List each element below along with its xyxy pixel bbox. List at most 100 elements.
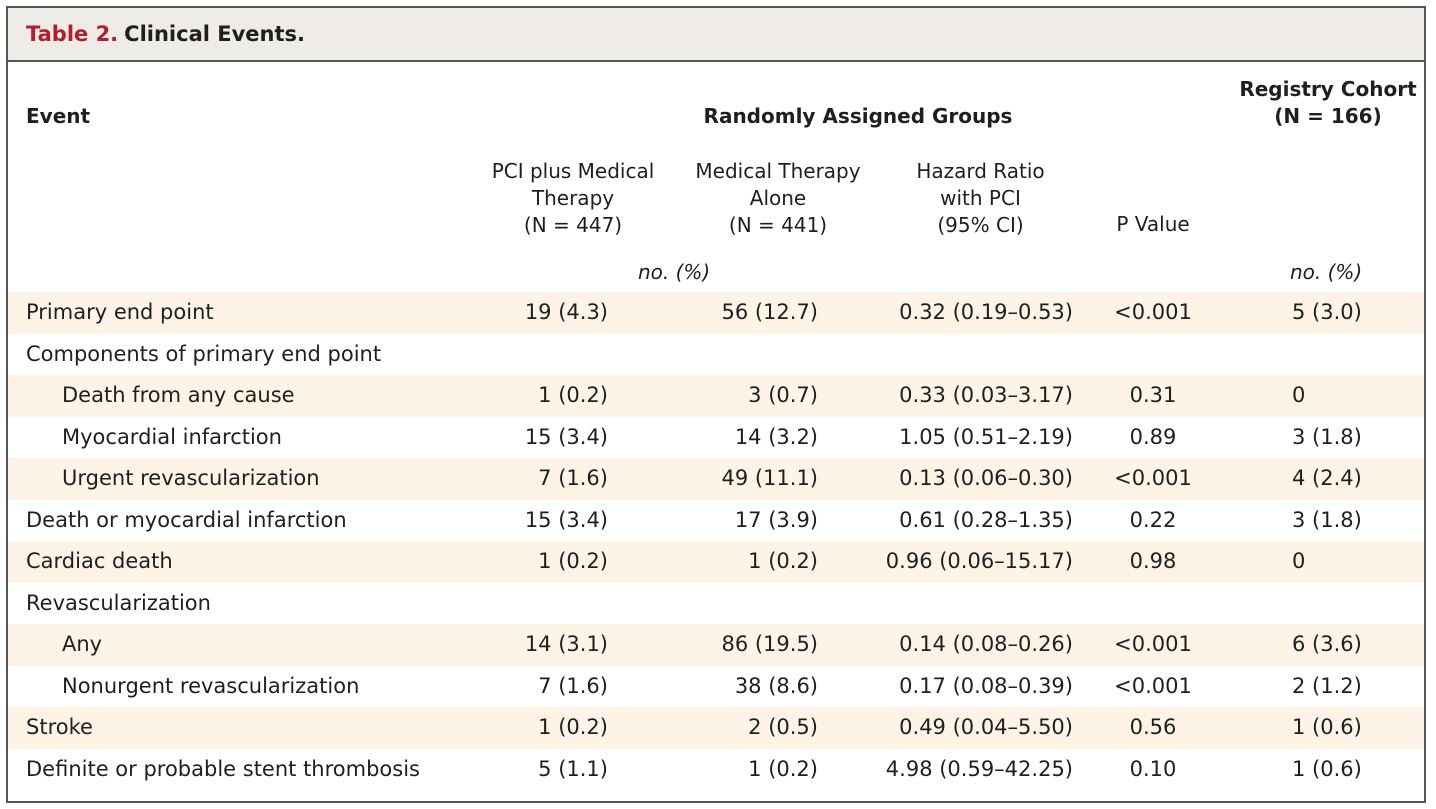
table-frame: Table 2. Clinical Events. Event Randomly… (6, 6, 1426, 803)
header-p-value: P Value (1116, 212, 1190, 236)
row-label: Components of primary end point (26, 341, 382, 366)
table-row: Primary end point 19 (4.3) 56 (12.7) 0.32 (… (8, 292, 1424, 334)
cell-p-value: <0.001 (1114, 673, 1192, 698)
cell-hazard-ratio: 0.33 (0.03–3.17) (899, 383, 1073, 407)
table-title-bar: Table 2. Clinical Events. (8, 8, 1424, 62)
row-label: Death or myocardial infarction (26, 507, 347, 532)
row-label: Cardiac death (26, 549, 173, 573)
cell-hazard-ratio: 0.32 (0.19–0.53) (899, 300, 1073, 324)
cell-pci (428, 334, 608, 376)
table-row: Urgent revascularization 7 (1.6) 49 (11.1)… (8, 458, 1424, 500)
unit-label-right: no. (%) (1290, 260, 1363, 284)
cell-registry (1278, 583, 1422, 625)
cell-p-value (1093, 334, 1213, 376)
cell-pci: 19 (4.3) (524, 300, 608, 324)
cell-registry: 3 (1.8) (1292, 424, 1362, 449)
cell-p-value: <0.001 (1114, 632, 1192, 656)
cell-medical-therapy (628, 334, 818, 376)
header-pci: PCI plus Medical Therapy (N = 447) (483, 158, 663, 239)
cell-medical-therapy: 1 (0.2) (748, 549, 818, 573)
header-registry-line2: (N = 166) (1274, 104, 1382, 128)
cell-medical-therapy: 17 (3.9) (734, 507, 818, 532)
header-event: Event (26, 104, 91, 128)
header-randomly-assigned: Randomly Assigned Groups (703, 104, 1013, 128)
row-label: Revascularization (26, 590, 211, 615)
row-label: Death from any cause (62, 383, 295, 407)
header-hr-line1: Hazard Ratio (916, 159, 1045, 183)
cell-hazard-ratio (868, 583, 1073, 625)
cell-hazard-ratio: 0.17 (0.08–0.39) (899, 673, 1073, 698)
cell-registry (1278, 334, 1422, 376)
cell-pci: 1 (0.2) (538, 383, 608, 407)
header-pci-line3: (N = 447) (523, 213, 623, 237)
cell-hazard-ratio: 0.61 (0.28–1.35) (899, 507, 1073, 532)
row-label: Any (62, 632, 103, 656)
cell-p-value: 0.22 (1129, 507, 1177, 532)
cell-hazard-ratio: 0.96 (0.06–15.17) (885, 549, 1073, 573)
cell-registry: 0 (1292, 549, 1306, 573)
header-med-line3: (N = 441) (728, 213, 828, 237)
cell-registry: 3 (1.8) (1292, 507, 1362, 532)
header-hr-line2: with PCI (940, 186, 1021, 210)
cell-registry: 1 (0.6) (1292, 715, 1362, 739)
cell-p-value (1093, 583, 1213, 625)
table-title: Clinical Events. (124, 22, 305, 46)
table-row: Any 14 (3.1) 86 (19.5) 0.14 (0.08–0.26) <0.0… (8, 624, 1424, 666)
header-hr: Hazard Ratio with PCI (95% CI) (888, 158, 1073, 239)
cell-medical-therapy: 49 (11.1) (721, 466, 818, 490)
header-med-line1: Medical Therapy (695, 159, 861, 183)
cell-pci: 15 (3.4) (524, 507, 608, 532)
table-row: Myocardial infarction 15 (3.4) 14 (3.2) 1.0… (8, 417, 1424, 459)
header-pci-line2: Therapy (531, 186, 615, 210)
unit-label-left: no. (%) (638, 260, 711, 284)
cell-p-value: 0.98 (1129, 549, 1177, 573)
cell-pci: 7 (1.6) (538, 673, 608, 698)
cell-registry: 4 (2.4) (1292, 466, 1362, 490)
row-label: Urgent revascularization (62, 466, 320, 490)
cell-pci: 1 (0.2) (538, 549, 608, 573)
row-label: Myocardial infarction (62, 424, 282, 449)
cell-pci (428, 583, 608, 625)
table-row: Components of primary end point (8, 334, 1424, 376)
table-number: Table 2. (26, 22, 119, 46)
cell-medical-therapy: 3 (0.7) (748, 383, 818, 407)
header-med: Medical Therapy Alone (N = 441) (683, 158, 873, 239)
header-pci-line1: PCI plus Medical (491, 159, 655, 183)
table-row: Death from any cause 1 (0.2) 3 (0.7) 0.33 (… (8, 375, 1424, 417)
header-hr-line3: (95% CI) (937, 213, 1024, 237)
cell-p-value: 0.31 (1129, 383, 1177, 407)
cell-registry: 0 (1292, 383, 1306, 407)
header-med-line2: Alone (749, 186, 807, 210)
cell-p-value: 0.56 (1129, 715, 1177, 739)
cell-pci: 15 (3.4) (524, 424, 608, 449)
table-row: Definite or probable stent thrombosis 5 (… (8, 749, 1424, 791)
cell-hazard-ratio: 0.14 (0.08–0.26) (899, 632, 1073, 656)
cell-pci: 1 (0.2) (538, 715, 608, 739)
table-row: Death or myocardial infarction 15 (3.4) 17… (8, 500, 1424, 542)
table-row: Nonurgent revascularization 7 (1.6) 38 (8.… (8, 666, 1424, 708)
cell-hazard-ratio: 0.13 (0.06–0.30) (899, 466, 1073, 490)
cell-p-value: <0.001 (1114, 300, 1192, 324)
row-label: Nonurgent revascularization (62, 673, 360, 698)
cell-medical-therapy: 38 (8.6) (734, 673, 818, 698)
cell-medical-therapy: 2 (0.5) (748, 715, 818, 739)
cell-medical-therapy: 1 (0.2) (748, 756, 818, 781)
cell-p-value: <0.001 (1114, 466, 1192, 490)
cell-hazard-ratio (868, 334, 1073, 376)
cell-registry: 1 (0.6) (1292, 756, 1362, 781)
cell-hazard-ratio: 4.98 (0.59–42.25) (885, 756, 1073, 781)
row-label: Definite or probable stent thrombosis (26, 756, 420, 781)
cell-registry: 5 (3.0) (1292, 300, 1362, 324)
cell-pci: 14 (3.1) (524, 632, 608, 656)
cell-registry: 2 (1.2) (1292, 673, 1362, 698)
table-row: Cardiac death 1 (0.2) 1 (0.2) 0.96 (0.06–15… (8, 541, 1424, 583)
cell-pci: 5 (1.1) (538, 756, 608, 781)
cell-medical-therapy (628, 583, 818, 625)
table-row: Revascularization (8, 583, 1424, 625)
row-label: Stroke (26, 715, 93, 739)
cell-medical-therapy: 14 (3.2) (734, 424, 818, 449)
cell-p-value: 0.89 (1129, 424, 1177, 449)
cell-p-value: 0.10 (1129, 756, 1177, 781)
header-registry-line1: Registry Cohort (1239, 77, 1417, 101)
cell-hazard-ratio: 0.49 (0.04–5.50) (899, 715, 1073, 739)
